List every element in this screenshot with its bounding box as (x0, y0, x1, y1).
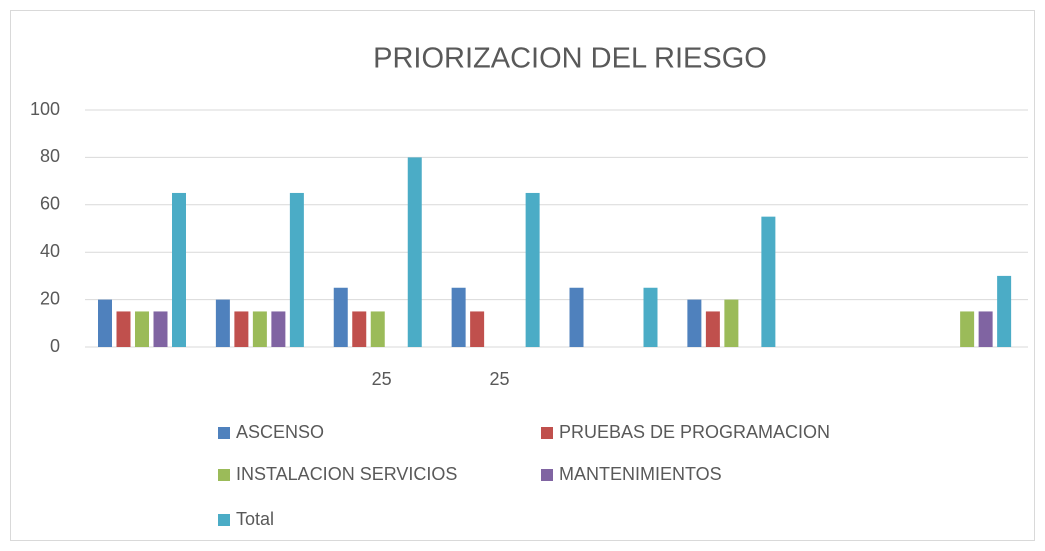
bar (116, 311, 131, 347)
bar (215, 299, 230, 347)
bar (724, 299, 739, 347)
legend-swatch (541, 427, 553, 439)
legend-label: INSTALACION SERVICIOS (236, 464, 457, 484)
bar (960, 311, 975, 347)
bar (525, 192, 540, 347)
chart-title: PRIORIZACION DEL RIESGO (373, 43, 767, 75)
y-tick-label: 0 (50, 336, 60, 356)
bar (333, 287, 348, 347)
bar (234, 311, 249, 347)
y-tick-label: 40 (40, 241, 60, 261)
y-tick-label: 80 (40, 146, 60, 166)
bar (451, 287, 466, 347)
legend-swatch (218, 514, 230, 526)
bar (643, 287, 658, 347)
legend-swatch (541, 469, 553, 481)
legend-swatch (218, 469, 230, 481)
bar (997, 275, 1012, 347)
bar (470, 311, 485, 347)
x-tick-label: 25 (372, 369, 392, 389)
bar (705, 311, 720, 347)
y-tick-label: 100 (30, 99, 60, 119)
bar (761, 216, 776, 347)
bar (687, 299, 702, 347)
legend-swatch (218, 427, 230, 439)
legend-label: MANTENIMIENTOS (559, 464, 722, 484)
bar (98, 299, 112, 347)
bar (172, 192, 186, 347)
legend-label: PRUEBAS DE PROGRAMACION (559, 422, 830, 442)
y-tick-label: 20 (40, 288, 60, 308)
bar (289, 192, 304, 347)
chart-border (10, 10, 1035, 541)
bar (271, 311, 286, 347)
legend-label: ASCENSO (236, 422, 324, 442)
legend-label: Total (236, 509, 274, 529)
x-tick-label: 25 (490, 369, 510, 389)
bar (153, 311, 168, 347)
bar (370, 311, 385, 347)
bar (569, 287, 584, 347)
bar (135, 311, 149, 347)
y-tick-label: 60 (40, 194, 60, 214)
bar (978, 311, 993, 347)
bar (252, 311, 267, 347)
bar (407, 157, 422, 347)
bar (352, 311, 367, 347)
